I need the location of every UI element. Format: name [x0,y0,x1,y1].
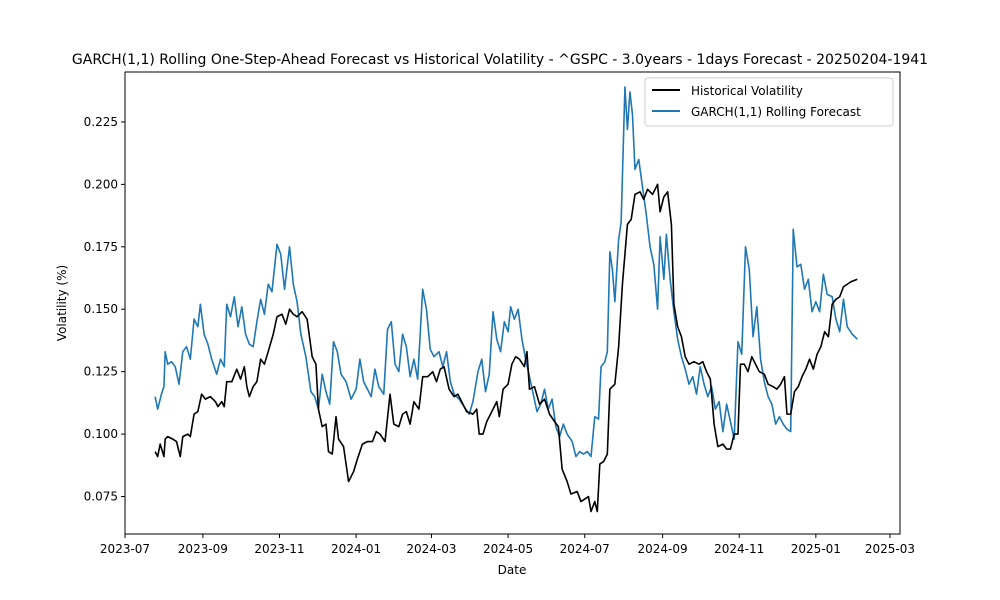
x-tick-label: 2024-11 [714,542,764,556]
x-tick-label: 2024-07 [560,542,610,556]
series-line-historical-volatility [154,183,858,513]
x-tick-label: 2024-03 [406,542,456,556]
legend: Historical Volatility GARCH(1,1) Rolling… [644,77,894,127]
x-axis-label: Date [498,563,527,577]
chart-title: GARCH(1,1) Rolling One-Step-Ahead Foreca… [72,52,928,68]
x-tick-label: 2024-09 [638,542,688,556]
x-tick-label: 2024-01 [331,542,381,556]
plot-frame [124,71,901,535]
x-tick-label: 2023-07 [100,542,150,556]
series-lines [154,86,858,513]
x-tick-label: 2023-09 [178,542,228,556]
y-axis-label: Volatility (%) [55,265,69,341]
legend-entry-garch: GARCH(1,1) Rolling Forecast [691,105,861,119]
y-tick-label: 0.225 [84,115,118,129]
y-tick-label: 0.200 [84,177,118,191]
y-axis: 0.075 0.100 0.125 0.150 0.175 0.200 0.225 [84,115,125,504]
y-tick-label: 0.075 [84,490,118,504]
y-tick-label: 0.175 [84,240,118,254]
y-tick-label: 0.150 [84,302,118,316]
x-tick-label: 2025-03 [865,542,915,556]
y-tick-label: 0.125 [84,365,118,379]
x-axis: 2023-07 2023-09 2023-11 2024-01 2024-03 2024-… [100,534,915,556]
legend-box [644,77,894,127]
y-tick-label: 0.100 [84,427,118,441]
x-tick-label: 2024-05 [483,542,533,556]
x-tick-label: 2025-01 [791,542,841,556]
series-line-garch-forecast [154,86,858,458]
legend-entry-historical: Historical Volatility [691,84,803,98]
x-tick-label: 2023-11 [254,542,304,556]
